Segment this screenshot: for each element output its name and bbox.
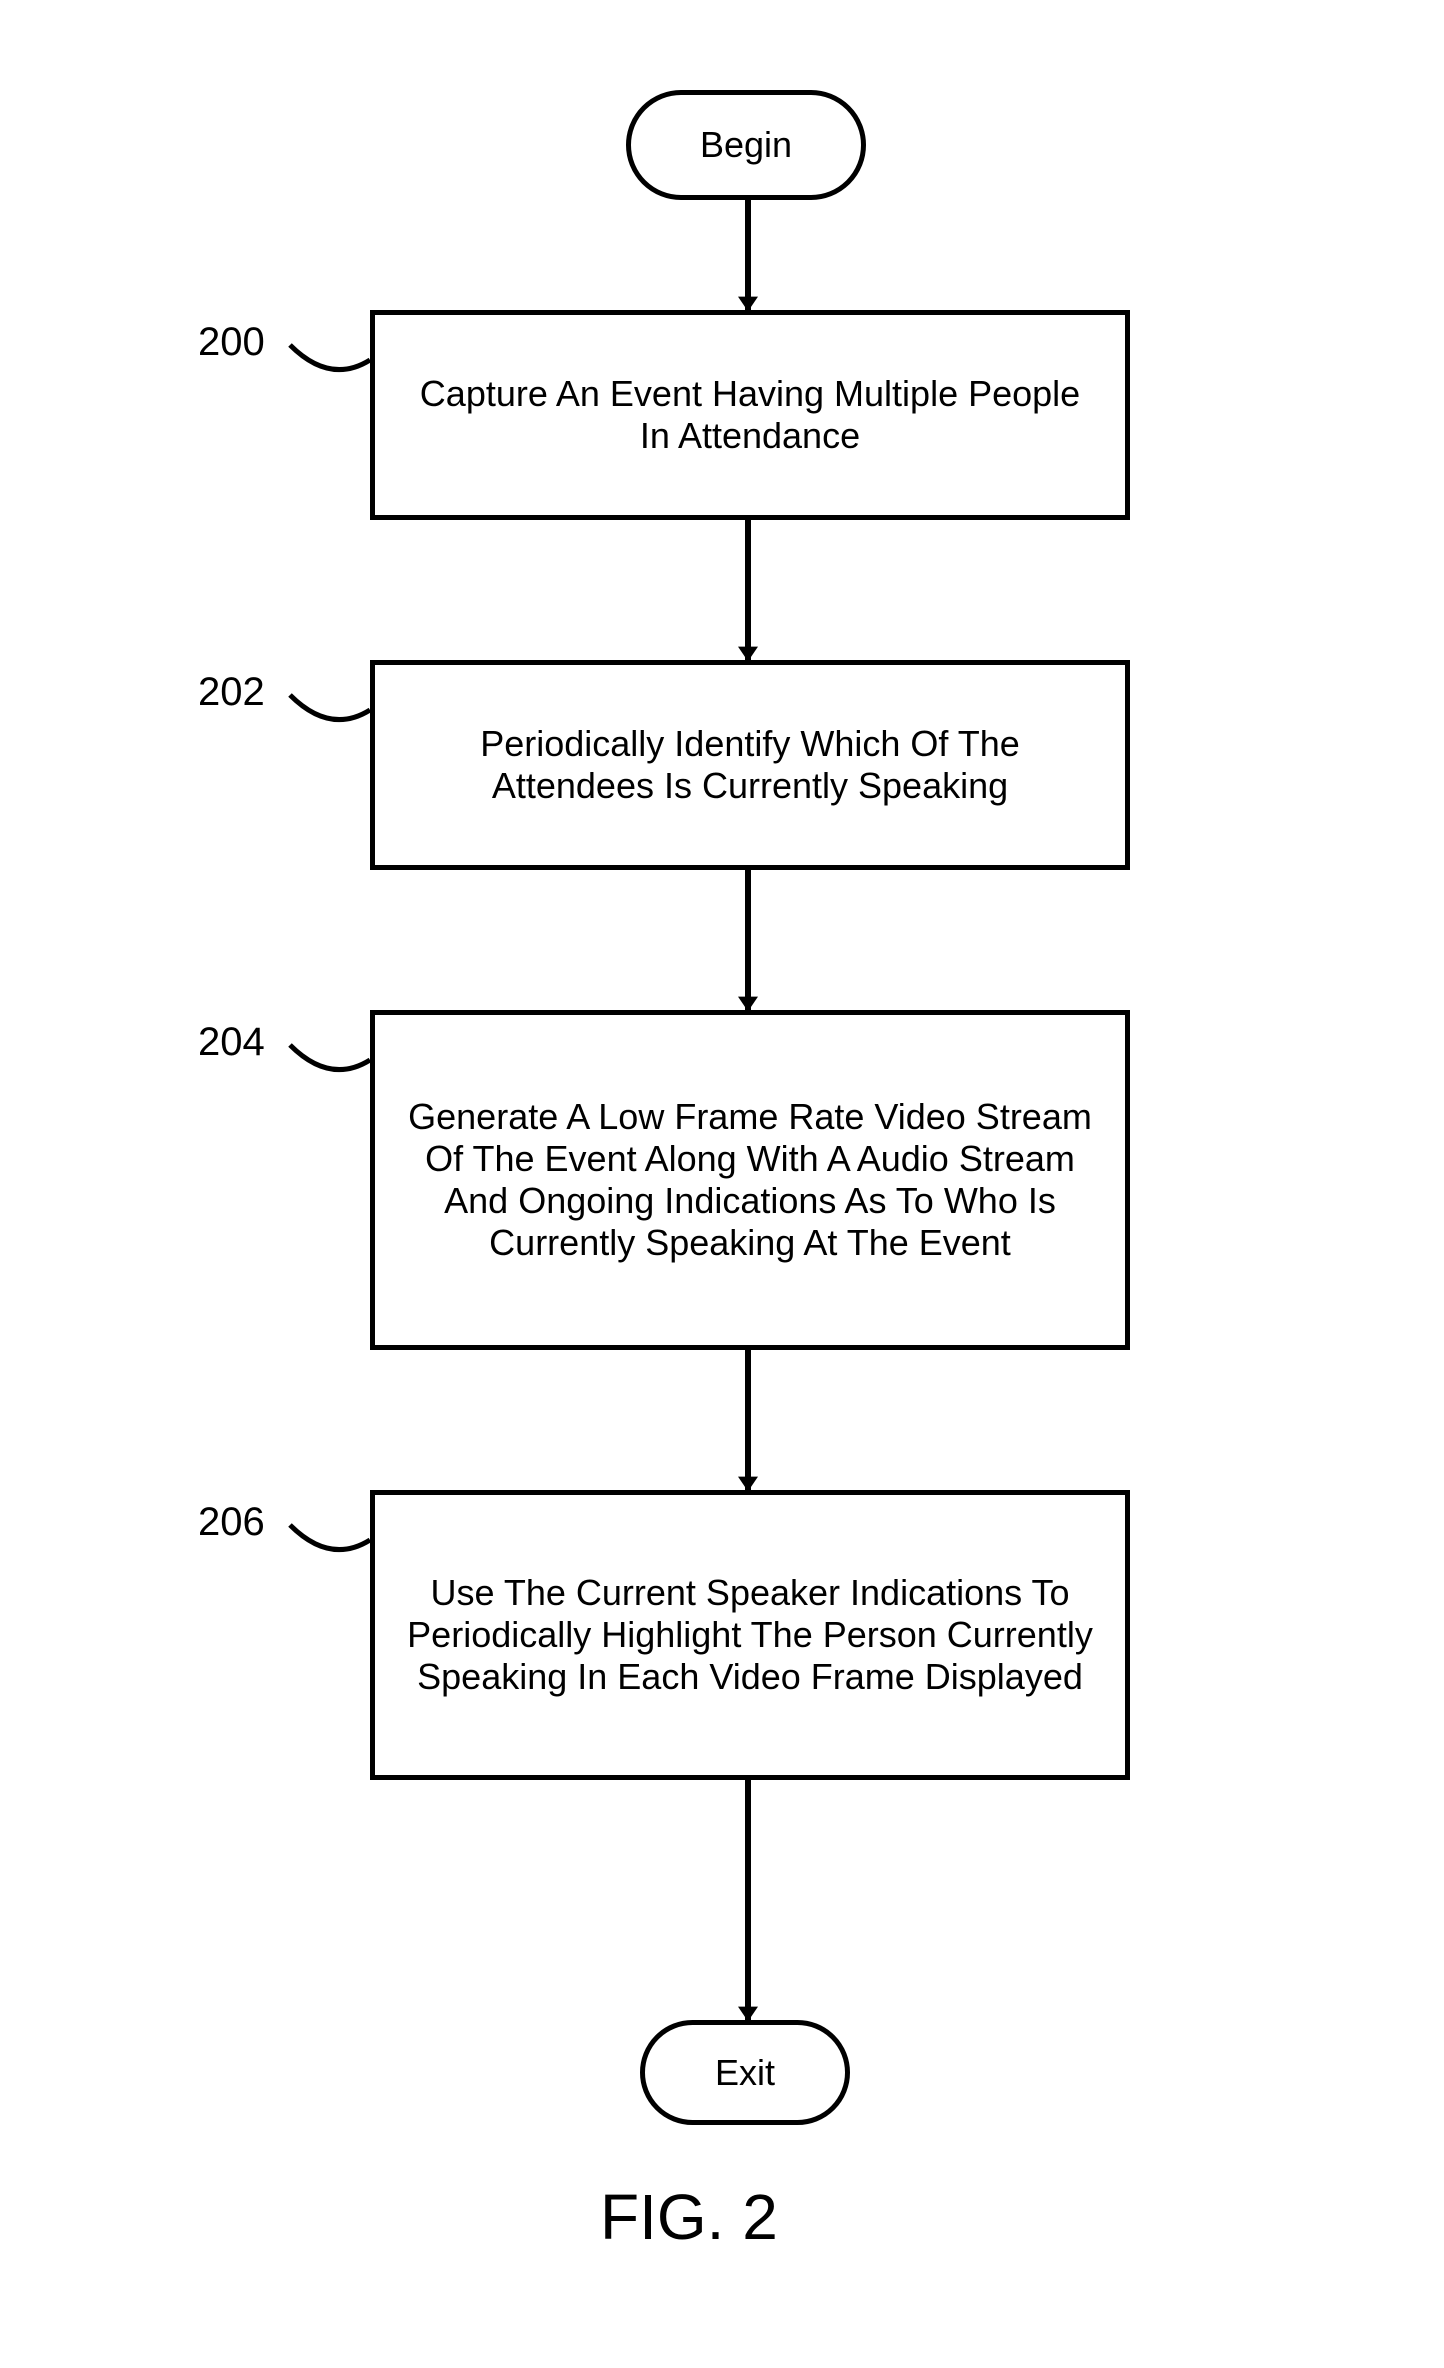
- flowchart-canvas: Begin Capture An Event Having Multiple P…: [0, 0, 1444, 2368]
- connector-layer: [0, 0, 1444, 2368]
